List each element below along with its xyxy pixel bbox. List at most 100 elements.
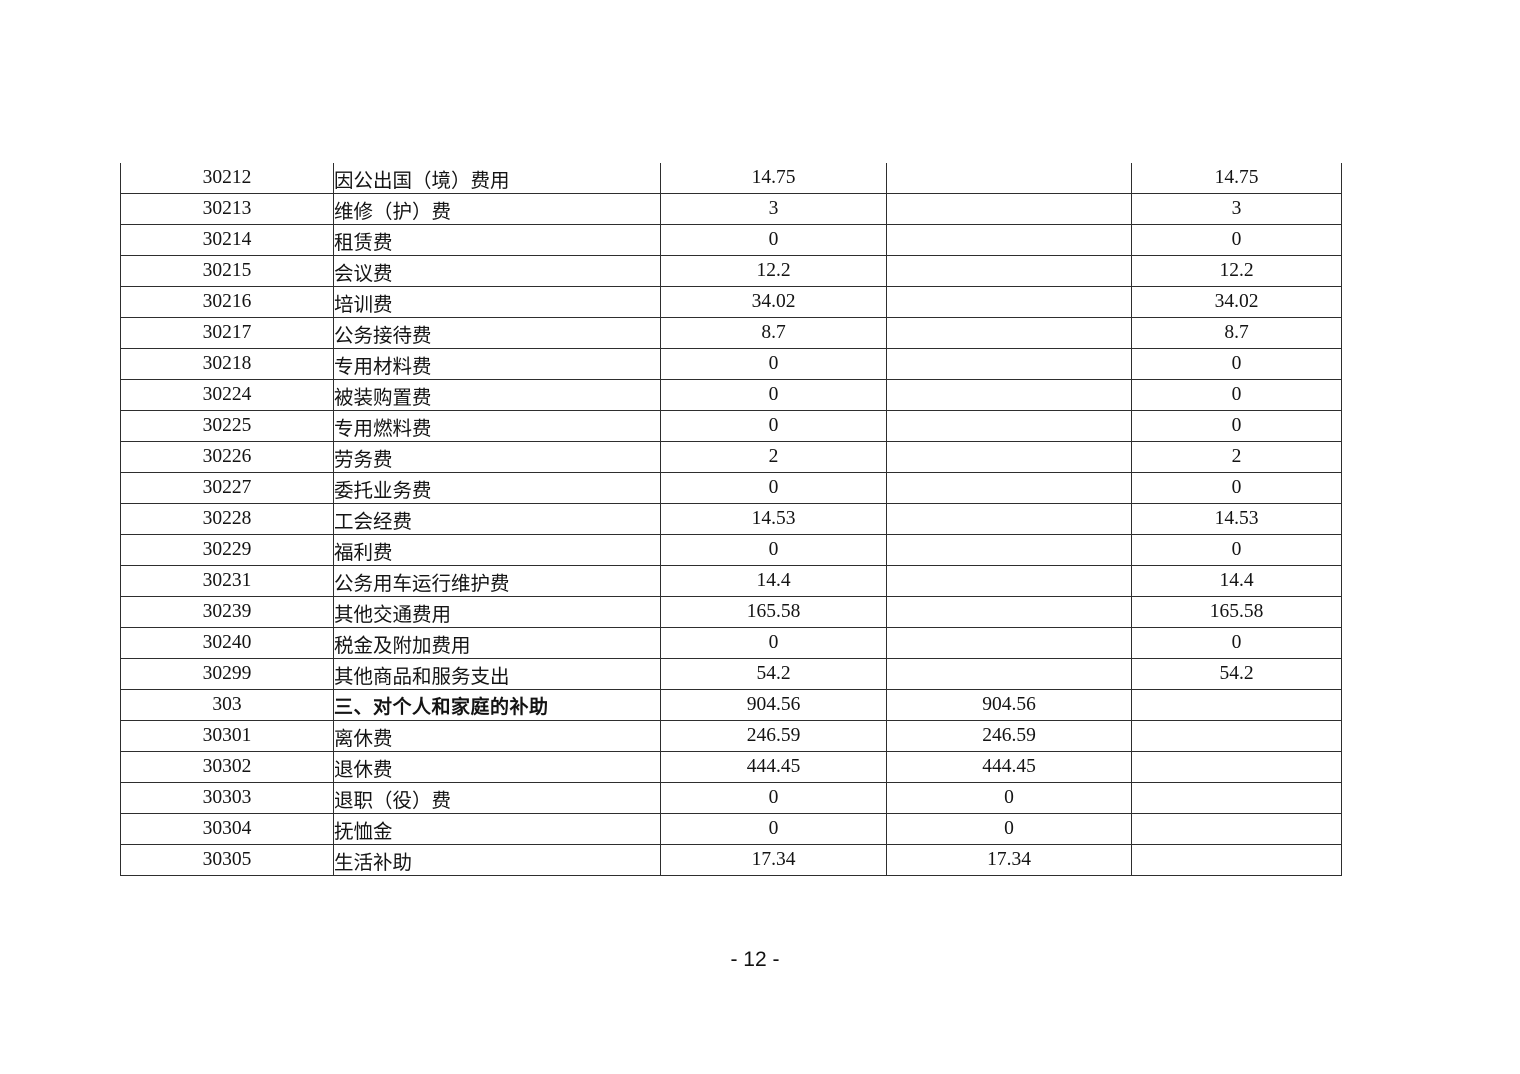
- cell-code: 30213: [120, 193, 334, 225]
- cell-value3: 3: [1131, 193, 1342, 225]
- cell-value3: 12.2: [1131, 255, 1342, 287]
- table-row: 30216 培训费 34.02 34.02: [120, 286, 1342, 318]
- cell-value2: [886, 441, 1132, 473]
- cell-label: 退休费: [333, 751, 661, 783]
- cell-value2: 444.45: [886, 751, 1132, 783]
- cell-value3: 14.4: [1131, 565, 1342, 597]
- cell-value2: [886, 596, 1132, 628]
- cell-label: 其他交通费用: [333, 596, 661, 628]
- cell-label: 生活补助: [333, 844, 661, 876]
- cell-value1: 14.4: [660, 565, 887, 597]
- cell-value3: [1131, 720, 1342, 752]
- cell-value1: 904.56: [660, 689, 887, 721]
- cell-value3: 2: [1131, 441, 1342, 473]
- cell-value3: 34.02: [1131, 286, 1342, 318]
- cell-label: 被装购置费: [333, 379, 661, 411]
- cell-value1: 444.45: [660, 751, 887, 783]
- cell-value2: [886, 193, 1132, 225]
- cell-label: 因公出国（境）费用: [333, 163, 661, 194]
- cell-code: 30212: [120, 163, 334, 194]
- cell-label: 公务接待费: [333, 317, 661, 349]
- table-row: 303 三、对个人和家庭的补助 904.56 904.56: [120, 689, 1342, 721]
- cell-label: 公务用车运行维护费: [333, 565, 661, 597]
- table-row: 30240 税金及附加费用 0 0: [120, 627, 1342, 659]
- table-row: 30239 其他交通费用 165.58 165.58: [120, 596, 1342, 628]
- cell-value2: [886, 286, 1132, 318]
- cell-value1: 54.2: [660, 658, 887, 690]
- cell-value1: 17.34: [660, 844, 887, 876]
- cell-value3: [1131, 844, 1342, 876]
- cell-label: 其他商品和服务支出: [333, 658, 661, 690]
- cell-code: 30240: [120, 627, 334, 659]
- cell-value3: 0: [1131, 379, 1342, 411]
- cell-value3: 0: [1131, 472, 1342, 504]
- cell-value2: [886, 255, 1132, 287]
- cell-value1: 165.58: [660, 596, 887, 628]
- cell-value2: 0: [886, 813, 1132, 845]
- cell-label: 会议费: [333, 255, 661, 287]
- table-row: 30229 福利费 0 0: [120, 534, 1342, 566]
- cell-code: 30228: [120, 503, 334, 535]
- cell-value3: [1131, 751, 1342, 783]
- table-row: 30301 离休费 246.59 246.59: [120, 720, 1342, 752]
- table-row: 30305 生活补助 17.34 17.34: [120, 844, 1342, 876]
- cell-code: 30303: [120, 782, 334, 814]
- table-row: 30224 被装购置费 0 0: [120, 379, 1342, 411]
- cell-value3: [1131, 689, 1342, 721]
- cell-value3: [1131, 782, 1342, 814]
- cell-value1: 0: [660, 410, 887, 442]
- cell-code: 30239: [120, 596, 334, 628]
- cell-code: 30301: [120, 720, 334, 752]
- budget-table-body: 30212 因公出国（境）费用 14.75 14.75 30213 维修（护）费 3 3 302…: [120, 163, 1342, 876]
- cell-code: 30229: [120, 534, 334, 566]
- cell-value1: 14.53: [660, 503, 887, 535]
- cell-value2: [886, 472, 1132, 504]
- cell-value2: [886, 163, 1132, 194]
- cell-value3: 0: [1131, 627, 1342, 659]
- cell-code: 30304: [120, 813, 334, 845]
- cell-value1: 0: [660, 813, 887, 845]
- cell-label: 专用材料费: [333, 348, 661, 380]
- cell-value2: [886, 658, 1132, 690]
- cell-label: 福利费: [333, 534, 661, 566]
- cell-label: 租赁费: [333, 224, 661, 256]
- cell-label: 委托业务费: [333, 472, 661, 504]
- cell-label: 培训费: [333, 286, 661, 318]
- cell-value3: 8.7: [1131, 317, 1342, 349]
- cell-value2: [886, 565, 1132, 597]
- cell-label: 维修（护）费: [333, 193, 661, 225]
- cell-value1: 0: [660, 472, 887, 504]
- cell-value1: 14.75: [660, 163, 887, 194]
- cell-code: 30305: [120, 844, 334, 876]
- table-row: 30304 抚恤金 0 0: [120, 813, 1342, 845]
- cell-code: 30216: [120, 286, 334, 318]
- cell-code: 30227: [120, 472, 334, 504]
- table-row: 30217 公务接待费 8.7 8.7: [120, 317, 1342, 349]
- cell-code: 30215: [120, 255, 334, 287]
- cell-value2: [886, 379, 1132, 411]
- cell-value2: [886, 627, 1132, 659]
- budget-table: 30212 因公出国（境）费用 14.75 14.75 30213 维修（护）费 3 3 302…: [120, 163, 1342, 876]
- table-row: 30225 专用燃料费 0 0: [120, 410, 1342, 442]
- cell-value3: 14.75: [1131, 163, 1342, 194]
- cell-value1: 34.02: [660, 286, 887, 318]
- cell-value3: 165.58: [1131, 596, 1342, 628]
- cell-value3: 14.53: [1131, 503, 1342, 535]
- cell-value1: 0: [660, 534, 887, 566]
- cell-value3: [1131, 813, 1342, 845]
- table-row: 30303 退职（役）费 0 0: [120, 782, 1342, 814]
- cell-value3: 0: [1131, 410, 1342, 442]
- cell-code: 30214: [120, 224, 334, 256]
- cell-code: 30302: [120, 751, 334, 783]
- cell-label: 退职（役）费: [333, 782, 661, 814]
- table-row: 30214 租赁费 0 0: [120, 224, 1342, 256]
- cell-value2: 17.34: [886, 844, 1132, 876]
- cell-value1: 0: [660, 782, 887, 814]
- cell-label: 税金及附加费用: [333, 627, 661, 659]
- cell-value1: 0: [660, 379, 887, 411]
- cell-code: 303: [120, 689, 334, 721]
- page-number: - 12 -: [730, 948, 780, 971]
- cell-value2: [886, 348, 1132, 380]
- table-row: 30228 工会经费 14.53 14.53: [120, 503, 1342, 535]
- table-row: 30299 其他商品和服务支出 54.2 54.2: [120, 658, 1342, 690]
